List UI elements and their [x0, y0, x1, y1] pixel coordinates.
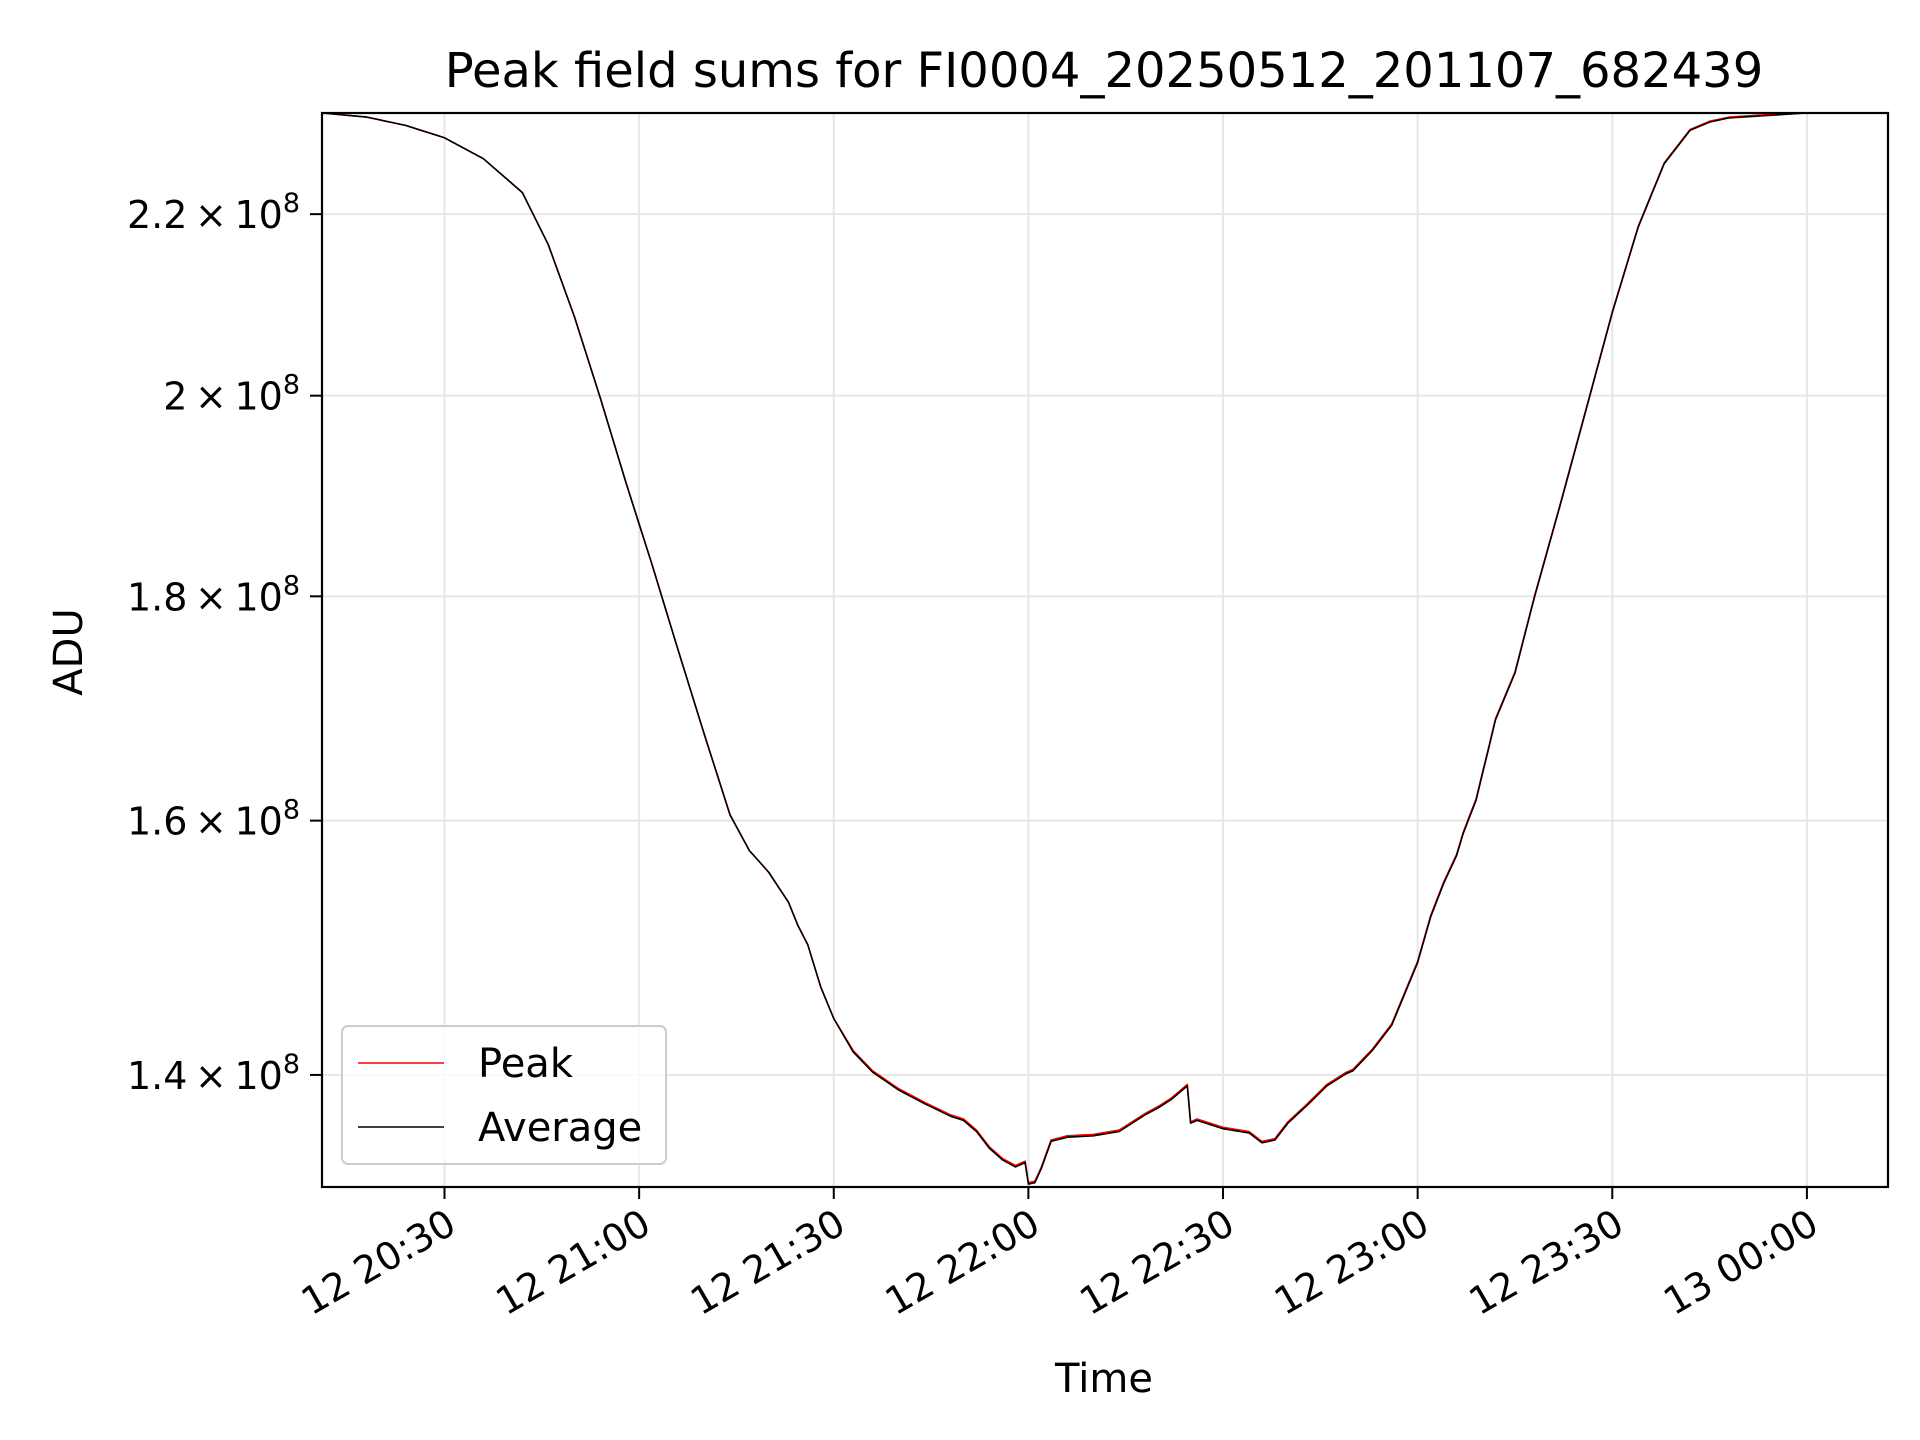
y-tick-label: 1.8 × 108 [127, 570, 300, 619]
legend-label-peak: Peak [478, 1041, 574, 1087]
y-tick-label: 1.6 × 108 [127, 795, 300, 844]
legend-box [341, 1025, 667, 1165]
legend: Peak Average [341, 1025, 667, 1165]
series-layer [321, 112, 1888, 1185]
chart-title: Peak field sums for FI0004_20250512_2011… [445, 43, 1763, 99]
x-axis-label: Time [1054, 1356, 1153, 1402]
y-tick-label: 2 × 108 [163, 370, 300, 419]
plot-frame [320, 111, 1890, 1189]
y-axis-label: ADU [46, 608, 92, 695]
y-tick-label: 1.4 × 108 [127, 1049, 300, 1098]
series-line-average [321, 112, 1888, 1185]
y-tick-label: 2.2 × 108 [127, 188, 300, 237]
legend-label-average: Average [478, 1105, 642, 1151]
